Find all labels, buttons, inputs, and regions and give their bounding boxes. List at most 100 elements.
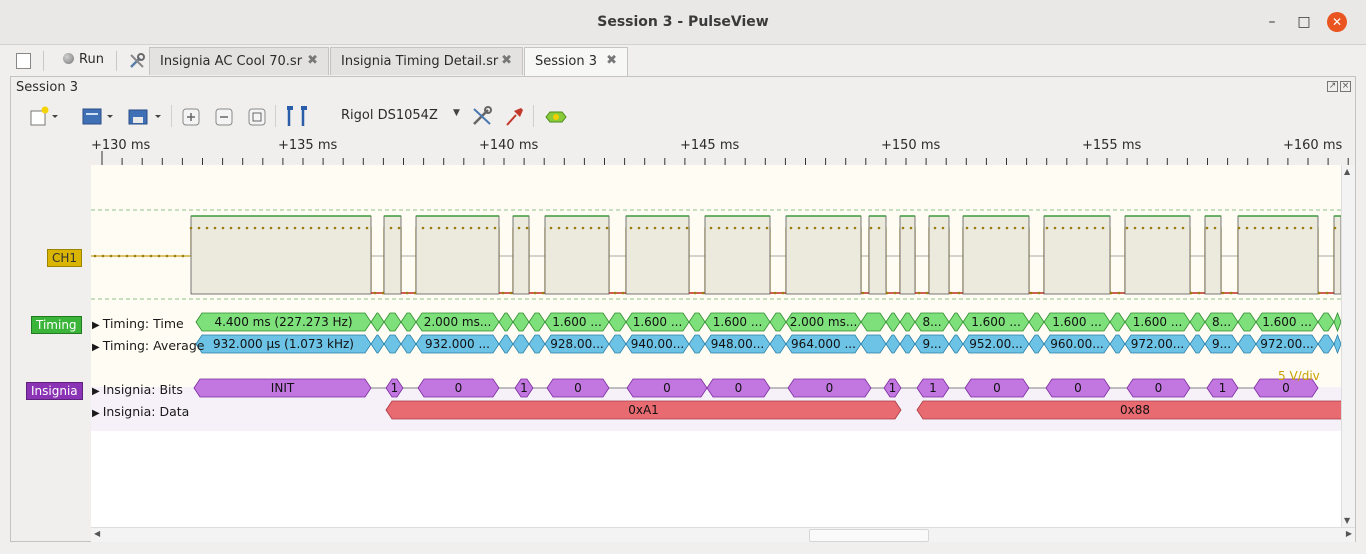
expand-row-icon[interactable]: ▶ [92, 342, 100, 353]
row-label-text: Insignia: Data [102, 404, 190, 419]
close-panel-icon[interactable]: × [1340, 81, 1351, 92]
ch1-sample-point [301, 226, 305, 230]
ch1-sample-point [901, 226, 905, 230]
insignia-data-annotation-text: 0xA1 [628, 403, 659, 417]
trace-view[interactable]: 4.400 ms (227.273 Hz) 932.000 µs (1.073 k… [91, 165, 1341, 527]
new-session-icon[interactable] [16, 53, 31, 69]
ch1-sample-point [421, 226, 425, 230]
device-config-icon[interactable] [471, 105, 493, 127]
trace-label-insignia[interactable]: Insignia [26, 382, 83, 400]
ch1-sample-point [917, 291, 921, 295]
zoom-out-icon[interactable] [214, 105, 234, 127]
cursors-icon[interactable] [285, 105, 309, 127]
timing-time-annotation-text: 1.600 ... [1052, 315, 1102, 329]
ch1-sample-point [1261, 226, 1265, 230]
timing-time-annotation-text: 1.600 ... [1133, 315, 1183, 329]
ch1-sample-point [669, 226, 673, 230]
scroll-right-icon[interactable]: ▶ [1345, 529, 1352, 538]
scroll-up-icon[interactable]: ▲ [1344, 167, 1351, 176]
ch1-sample-point [733, 226, 737, 230]
ch1-sample-point [765, 226, 769, 230]
ch1-sample-point [285, 226, 289, 230]
window-title: Session 3 - PulseView [597, 14, 769, 30]
tab-insignia-ac-cool[interactable]: Insignia AC Cool 70.sr ✖ [149, 47, 329, 75]
ch1-sample-point [741, 226, 745, 230]
close-tab-icon[interactable]: ✖ [606, 53, 617, 68]
row-timing-time[interactable]: ▶ Timing: Time [92, 316, 184, 331]
row-insignia-bits[interactable]: ▶ Insignia: Bits [92, 382, 183, 397]
ch1-sample-point [1189, 291, 1193, 295]
timing-time-annotation-text: 1.600 ... [713, 315, 763, 329]
open-file-icon[interactable] [81, 105, 113, 127]
trace-label-timing[interactable]: Timing [31, 316, 82, 334]
tab-session-3[interactable]: Session 3 ✖ [524, 47, 628, 77]
device-selector[interactable]: Rigol DS1054Z [341, 108, 438, 123]
ch1-sample-point [397, 226, 401, 230]
ch1-sample-point [461, 226, 465, 230]
ch1-sample-point [621, 291, 625, 295]
ch1-sample-point [165, 254, 169, 258]
insignia-bit-annotation [916, 378, 950, 398]
ch1-sample-point [973, 226, 977, 230]
ch1-sample-point [517, 226, 521, 230]
zoom-fit-icon[interactable] [247, 105, 267, 127]
insignia-data-annotation [916, 400, 1341, 420]
ch1-sample-point [941, 226, 945, 230]
ch1-sample-point [1117, 291, 1121, 295]
ch1-pulse-envelope [190, 215, 372, 295]
ch1-sample-point [869, 226, 873, 230]
trace-label-ch1[interactable]: CH1 [47, 249, 83, 267]
run-button[interactable]: Run [63, 52, 104, 70]
ch1-sample-point [1037, 291, 1041, 295]
maximize-button[interactable]: □ [1297, 14, 1311, 30]
ch1-sample-point [1253, 226, 1257, 230]
tab-insignia-timing-detail[interactable]: Insignia Timing Detail.sr ✖ [330, 47, 523, 75]
new-view-icon[interactable] [29, 105, 59, 127]
ch1-sample-point [381, 291, 385, 295]
close-tab-icon[interactable]: ✖ [307, 53, 318, 68]
ch1-sample-point [333, 226, 337, 230]
time-ruler[interactable]: +130 ms +135 ms +140 ms +145 ms +150 ms … [91, 133, 1355, 165]
expand-row-icon[interactable]: ▶ [92, 408, 100, 419]
timing-average-annotation-text: 960.00... [1050, 337, 1103, 351]
ch1-sample-point [429, 226, 433, 230]
ch1-sample-point [1109, 291, 1113, 295]
vertical-scrollbar[interactable]: ▲ ▼ [1341, 165, 1355, 527]
ch1-pulse-envelope [1237, 215, 1319, 295]
timing-time-annotation-text: 1.600 ... [971, 315, 1021, 329]
row-timing-average[interactable]: ▶ Timing: Average [92, 338, 204, 353]
horizontal-scroll-thumb[interactable] [809, 529, 929, 542]
ch1-sample-point [997, 226, 1001, 230]
ruler-tick-label: +160 ms [1283, 138, 1343, 153]
ch1-sample-point [613, 291, 617, 295]
close-tab-icon[interactable]: ✖ [501, 53, 512, 68]
scroll-left-icon[interactable]: ◀ [94, 529, 101, 538]
horizontal-scrollbar[interactable]: ◀ ▶ [91, 527, 1355, 542]
ch1-sample-point [1021, 226, 1025, 230]
timing-average-annotation-text: 952.00... [969, 337, 1022, 351]
ruler-tick-label: +150 ms [881, 138, 941, 153]
settings-tools-icon[interactable] [128, 52, 146, 74]
close-window-button[interactable]: ✕ [1327, 12, 1347, 32]
add-decoder-icon[interactable] [543, 105, 569, 127]
insignia-data-annotation-text: 0x88 [1120, 403, 1150, 417]
ruler-tick-label: +140 ms [479, 138, 539, 153]
scroll-down-icon[interactable]: ▼ [1344, 516, 1351, 525]
ch1-sample-point [877, 226, 881, 230]
ch1-sample-point [1141, 226, 1145, 230]
zoom-in-icon[interactable] [181, 105, 201, 127]
ch1-sample-point [525, 226, 529, 230]
expand-row-icon[interactable]: ▶ [92, 320, 100, 331]
row-insignia-data[interactable]: ▶ Insignia: Data [92, 404, 189, 419]
ch1-sample-point [405, 291, 409, 295]
ch1-sample-point [1325, 291, 1329, 295]
float-panel-icon[interactable]: ↗ [1327, 81, 1338, 92]
expand-row-icon[interactable]: ▶ [92, 386, 100, 397]
save-file-icon[interactable] [127, 105, 161, 127]
minimize-button[interactable]: – [1268, 14, 1276, 30]
ch1-sample-point [1333, 226, 1337, 230]
chevron-down-icon[interactable]: ▼ [453, 108, 460, 118]
probe-icon[interactable] [504, 105, 526, 127]
ch1-sample-point [253, 226, 257, 230]
ch1-sample-point [1181, 226, 1185, 230]
